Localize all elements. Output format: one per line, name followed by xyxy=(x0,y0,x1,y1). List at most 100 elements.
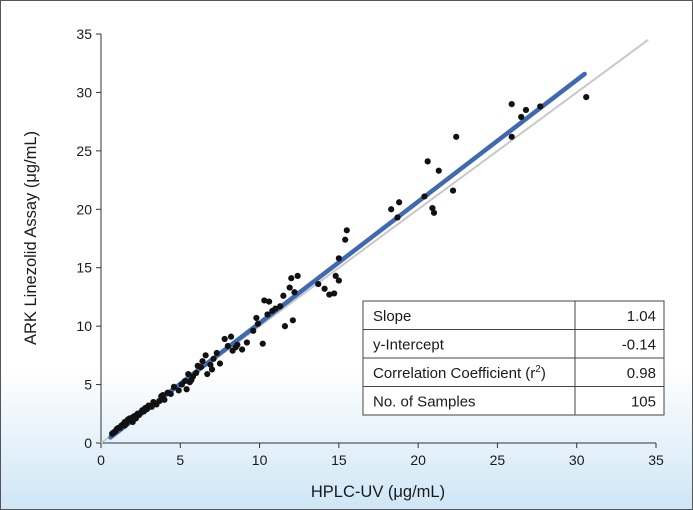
data-point xyxy=(181,377,189,385)
data-point xyxy=(537,103,544,110)
data-point xyxy=(291,289,298,296)
data-point xyxy=(272,305,279,312)
data-point xyxy=(202,352,209,359)
x-tick-label: 35 xyxy=(648,452,664,468)
data-point xyxy=(394,214,401,221)
data-point xyxy=(335,255,342,262)
data-point xyxy=(294,272,301,279)
data-point xyxy=(121,422,128,429)
stats-table: Slope 1.04 y-Intercept -0.14 Correlation Coe… xyxy=(362,300,665,416)
data-point xyxy=(199,358,206,365)
stat-value: -0.14 xyxy=(622,337,656,354)
data-point xyxy=(159,391,166,399)
data-point xyxy=(253,314,260,322)
data-point xyxy=(396,199,403,206)
x-tick-label: 10 xyxy=(252,452,268,468)
data-point xyxy=(148,403,155,410)
data-point xyxy=(508,101,515,108)
data-point xyxy=(208,366,216,373)
data-point xyxy=(421,193,428,200)
data-point xyxy=(161,396,168,403)
axes: 0 5 10 15 20 25 30 35 0 5 10 15 20 25 30 35 xyxy=(76,26,664,468)
data-point xyxy=(335,277,342,284)
data-point xyxy=(250,327,257,334)
data-point xyxy=(518,113,525,121)
stat-label: No. of Samples xyxy=(373,394,476,411)
data-point xyxy=(264,311,271,318)
data-point xyxy=(175,387,182,394)
data-point xyxy=(204,370,211,378)
data-point xyxy=(224,342,231,350)
data-point xyxy=(265,298,273,305)
data-point xyxy=(221,335,228,343)
x-tick-label: 15 xyxy=(331,452,347,468)
x-tick-label: 5 xyxy=(176,452,184,468)
data-point xyxy=(288,275,295,282)
y-tick-label: 15 xyxy=(76,260,92,276)
y-tick-label: 30 xyxy=(76,84,92,100)
data-point xyxy=(583,94,590,101)
stat-value: 1.04 xyxy=(627,308,656,325)
data-point xyxy=(508,133,515,140)
stat-value: 105 xyxy=(631,394,656,411)
data-point xyxy=(315,280,322,288)
data-point xyxy=(388,206,395,213)
data-point xyxy=(343,227,350,234)
data-point xyxy=(430,209,438,216)
y-tick-label: 5 xyxy=(84,377,92,393)
data-point xyxy=(156,397,163,405)
data-point xyxy=(213,349,220,357)
data-point xyxy=(277,303,284,310)
stat-label: Slope xyxy=(373,308,411,325)
x-tick-label: 20 xyxy=(410,452,426,468)
data-point xyxy=(321,285,328,292)
x-tick-label: 25 xyxy=(490,452,506,468)
x-tick-label: 0 xyxy=(97,452,105,468)
data-point xyxy=(210,355,217,362)
data-point xyxy=(424,158,431,165)
data-point xyxy=(289,317,296,324)
data-point xyxy=(331,290,338,297)
data-point xyxy=(453,133,460,140)
data-point xyxy=(326,291,333,298)
data-point xyxy=(129,418,136,426)
stat-label: y-Intercept xyxy=(373,337,445,354)
data-point xyxy=(259,340,266,347)
data-point xyxy=(170,383,178,391)
y-tick-label: 20 xyxy=(76,201,92,217)
data-point xyxy=(261,297,268,304)
data-point xyxy=(193,369,200,376)
x-axis-title: HPLC-UV (μg/mL) xyxy=(311,483,445,501)
y-tick-label: 0 xyxy=(84,435,92,451)
data-point xyxy=(342,236,349,243)
stat-value: 0.98 xyxy=(627,365,656,382)
data-point xyxy=(243,339,250,346)
stat-label: Correlation Coefficient (r2) xyxy=(373,364,546,382)
data-point xyxy=(239,346,246,353)
data-point xyxy=(216,360,224,367)
data-point xyxy=(332,272,339,279)
x-tick-label: 30 xyxy=(569,452,585,468)
data-point xyxy=(185,370,192,378)
data-point xyxy=(254,320,262,327)
y-tick-label: 25 xyxy=(76,143,92,159)
y-tick-label: 35 xyxy=(76,26,92,42)
data-point xyxy=(281,323,289,330)
data-point xyxy=(227,333,235,340)
y-axis-title: ARK Linezolid Assay (μg/mL) xyxy=(22,131,40,345)
data-point xyxy=(197,363,204,371)
data-point xyxy=(207,361,214,368)
data-point xyxy=(522,106,530,114)
data-point xyxy=(449,187,457,194)
data-point xyxy=(183,386,190,393)
data-point xyxy=(186,379,193,386)
data-point xyxy=(429,205,436,212)
data-point xyxy=(234,341,241,348)
data-point xyxy=(280,292,287,299)
data-point xyxy=(435,167,442,174)
data-point xyxy=(286,284,293,291)
data-point xyxy=(167,390,174,398)
data-points xyxy=(109,94,590,437)
